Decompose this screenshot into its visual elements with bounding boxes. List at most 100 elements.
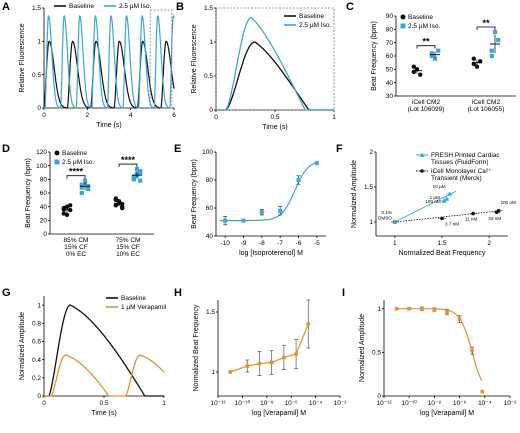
x-tick-label: 0 <box>214 114 218 121</box>
x-tick-label: -7 <box>277 240 283 247</box>
data-point <box>86 186 91 191</box>
panel-label: A <box>2 1 10 13</box>
y-tick-label: 1 <box>211 369 215 376</box>
point-label: 33 nM <box>488 216 501 221</box>
legend-label: 2.5 µM Iso. <box>299 22 331 29</box>
point-label-line: DMSO <box>378 216 392 221</box>
legend-swatch <box>54 159 60 165</box>
legend-label: 2.5 µM Iso. <box>119 3 151 10</box>
significance-bracket <box>476 26 496 30</box>
y-tick-label: 30 <box>386 93 394 100</box>
legend-text: Baseline <box>299 13 324 20</box>
data-point <box>306 322 311 326</box>
y-tick-label: 80 <box>40 177 48 184</box>
y-tick-label: 60 <box>206 205 214 212</box>
x-tick-label: 10⁻⁸ <box>428 400 442 407</box>
legend-label: Baseline <box>121 295 146 302</box>
category-line: iCell CM2 <box>412 99 441 106</box>
data-point <box>444 196 450 201</box>
panel-label: B <box>176 1 184 13</box>
data-point <box>228 370 232 374</box>
category-line: 15% CF <box>64 244 88 251</box>
legend-text: Baseline <box>408 14 433 21</box>
legend-text: 1 µM Verapamil <box>121 304 167 311</box>
x-tick-label: 10⁻¹⁰ <box>401 399 417 407</box>
data-point <box>394 306 399 311</box>
point-label: 1 µM <box>430 195 440 200</box>
x-tick-label: -6 <box>296 240 302 247</box>
trend-line <box>394 190 457 223</box>
point-label: 3.7 nM <box>445 222 459 227</box>
point-label: 10 µM <box>433 184 446 189</box>
point-label: 0.1% DMSO <box>378 210 392 221</box>
y-tick-label: 40 <box>40 204 48 211</box>
data-point <box>79 185 84 190</box>
legend-text: Baseline <box>121 295 146 302</box>
significance-bracket <box>118 163 138 168</box>
category-line: (Lot 106055) <box>468 106 505 113</box>
data-point <box>223 218 228 223</box>
data-point <box>432 56 438 61</box>
data-point <box>131 175 136 181</box>
y-tick-label: 50 <box>386 67 394 74</box>
y-tick-label: 1 <box>377 306 381 313</box>
data-point <box>457 317 462 321</box>
category-line: (Lot 106099) <box>408 106 445 113</box>
legend-marker <box>420 169 424 173</box>
significance-label: **** <box>121 155 136 165</box>
y-tick-label: 60 <box>386 53 394 60</box>
y-tick-label: 60 <box>40 190 48 197</box>
x-axis-label: log [Verapamil] M <box>252 410 306 417</box>
panel-label: F <box>336 143 343 155</box>
data-point <box>480 389 485 394</box>
data-point <box>314 161 319 166</box>
legend-text: 2.5 µM Iso. <box>119 3 151 10</box>
data-point <box>113 203 119 208</box>
category-line: 15% CF <box>116 244 140 251</box>
x-tick-label: 10⁻⁸ <box>260 400 274 407</box>
x-tick-label: 10⁻¹⁰ <box>235 399 251 407</box>
x-tick-label: 1 <box>162 400 166 407</box>
legend-label: FRESH Printed Cardiac Tissues (FluidForm) <box>431 152 500 166</box>
y-tick-label: 80 <box>206 177 214 184</box>
data-point <box>471 56 476 61</box>
data-point <box>79 182 84 187</box>
category-label: 75% CM 15% CF 10% EC <box>116 237 141 258</box>
trend-line <box>230 323 309 373</box>
legend-label: iCell Monolayer Ca²⁺ Transient (Merck) <box>431 168 492 182</box>
y-tick-label: 40 <box>386 80 394 87</box>
x-tick-label: 10⁻⁶ <box>285 400 299 407</box>
panel-label: E <box>174 143 181 155</box>
data-point <box>294 352 298 356</box>
data-point <box>245 364 250 368</box>
data-point <box>418 72 423 77</box>
x-tick-label: 10⁻² <box>334 400 348 407</box>
y-tick-label: 0 <box>43 231 47 238</box>
y-axis-label: Normalized Amplitude <box>359 314 366 382</box>
y-tick-label: 0 <box>377 393 381 400</box>
y-tick-label: 20 <box>40 218 48 225</box>
series-line <box>216 16 334 111</box>
y-tick-label: 80 <box>386 27 394 34</box>
y-tick-label: 40 <box>206 233 214 240</box>
x-tick-label: 0 <box>42 400 46 407</box>
y-tick-label: 0.8 <box>32 320 41 327</box>
significance-bracket <box>66 175 86 179</box>
x-tick-label: -5 <box>314 240 320 247</box>
y-tick-label: 1 <box>37 302 41 309</box>
data-point <box>113 196 119 201</box>
panel-e: E 40 60 80 100 -10 -9 -8 -7 -6 -5 log [Isoprotereno… <box>174 143 326 257</box>
data-point <box>64 212 70 218</box>
legend-text: Tissues (FluidForm) <box>431 159 489 166</box>
legend-label: 2.5 µM Iso. <box>408 23 440 30</box>
legend-swatch <box>400 23 406 29</box>
legend-text: 2.5 µM Iso. <box>62 159 94 166</box>
legend-label: Baseline <box>62 150 87 157</box>
legend-label: Baseline <box>299 13 324 20</box>
fit-curve <box>396 308 483 382</box>
data-point <box>470 348 474 353</box>
legend-swatch <box>54 150 60 156</box>
data-point <box>296 178 301 182</box>
y-tick-label: 1 <box>37 39 41 46</box>
